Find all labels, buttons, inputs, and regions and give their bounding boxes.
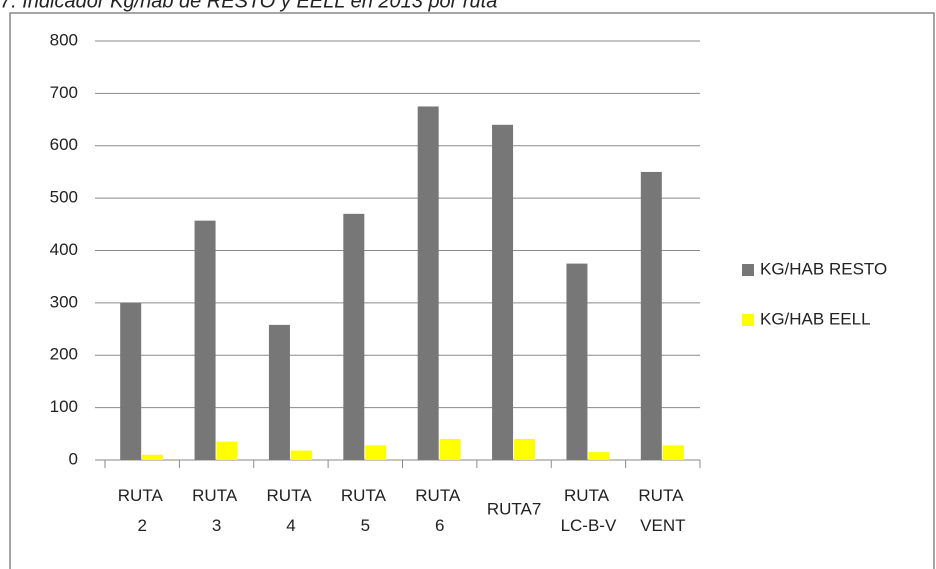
- x-tick-line: RUTA: [341, 486, 390, 505]
- x-tick-label: RUTA VENT: [638, 486, 687, 535]
- y-tick-label: 600: [50, 135, 78, 154]
- x-tick-line: LC-B-V: [561, 516, 617, 535]
- y-tick-label: 200: [50, 345, 78, 364]
- x-tick-line: VENT: [640, 516, 685, 535]
- x-tick-line: 5: [361, 516, 370, 535]
- y-tick-label: 500: [50, 188, 78, 207]
- bar: [640, 171, 662, 460]
- x-tick-line: RUTA: [118, 486, 167, 505]
- bar: [268, 324, 290, 460]
- bar: [290, 450, 312, 460]
- y-tick-label: 100: [50, 397, 78, 416]
- bar: [120, 302, 142, 460]
- x-tick-line: 6: [435, 516, 444, 535]
- x-tick-line: 3: [212, 516, 221, 535]
- x-tick-label: RUTA LC-B-V: [561, 486, 617, 535]
- y-tick-label: 700: [50, 83, 78, 102]
- bar: [514, 439, 536, 460]
- bar: [566, 263, 588, 460]
- bar: [662, 445, 684, 460]
- x-tick-label: RUTA7: [487, 499, 541, 518]
- bar: [343, 213, 365, 460]
- bar: [194, 220, 216, 460]
- legend-swatch: [742, 264, 754, 276]
- bar: [216, 441, 238, 460]
- bar: [588, 452, 610, 460]
- x-tick-line: 2: [137, 516, 146, 535]
- x-tick-line: RUTA: [267, 486, 316, 505]
- y-tick-label: 400: [50, 240, 78, 259]
- bar: [142, 454, 164, 460]
- chart-border: [9, 12, 935, 569]
- x-tick-line: RUTA: [638, 486, 687, 505]
- bar: [365, 445, 387, 460]
- y-tick-label: 800: [50, 30, 78, 49]
- x-tick-line: RUTA: [415, 486, 464, 505]
- x-tick-label: RUTA 3: [192, 486, 241, 535]
- bar: [417, 106, 439, 460]
- x-tick-line: RUTA: [192, 486, 241, 505]
- y-tick-label: 300: [50, 292, 78, 311]
- bar: [439, 439, 461, 460]
- x-tick-label: RUTA 2: [118, 486, 167, 535]
- legend-label: KG/HAB EELL: [760, 309, 871, 328]
- y-tick-label: 0: [69, 449, 78, 468]
- x-tick-line: 4: [286, 516, 295, 535]
- legend-label: KG/HAB RESTO: [760, 259, 887, 278]
- bar: [492, 124, 514, 461]
- chart-title: 7. Indicador Kg/hab de RESTO y EELL en 2…: [0, 0, 497, 12]
- x-tick-label: RUTA 6: [415, 486, 464, 535]
- x-tick-label: RUTA 4: [267, 486, 316, 535]
- legend-swatch: [742, 314, 754, 326]
- x-tick-line: RUTA: [564, 486, 613, 505]
- x-tick-label: RUTA 5: [341, 486, 390, 535]
